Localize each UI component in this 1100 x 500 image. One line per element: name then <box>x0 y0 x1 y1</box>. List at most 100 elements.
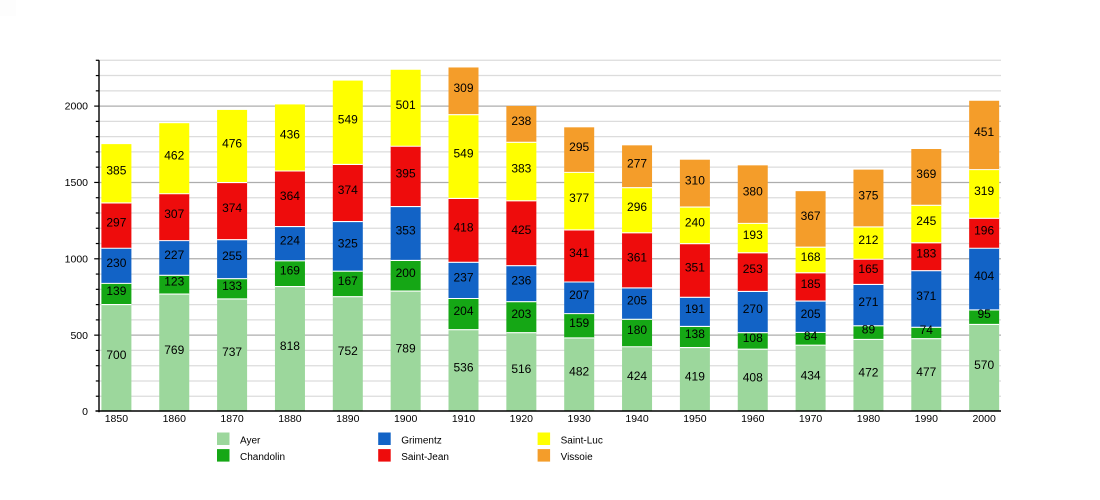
svg-text:1910: 1910 <box>452 413 476 425</box>
svg-text:1500: 1500 <box>65 177 89 189</box>
svg-text:341: 341 <box>569 246 589 260</box>
svg-text:434: 434 <box>801 368 821 382</box>
svg-text:0: 0 <box>82 406 88 418</box>
svg-text:418: 418 <box>453 220 473 234</box>
svg-text:462: 462 <box>164 148 184 162</box>
svg-text:319: 319 <box>974 184 994 198</box>
svg-text:245: 245 <box>916 214 936 228</box>
svg-text:818: 818 <box>280 339 300 353</box>
svg-text:424: 424 <box>627 369 647 383</box>
svg-text:271: 271 <box>858 295 878 309</box>
svg-text:240: 240 <box>685 215 705 229</box>
svg-text:Saint-Jean: Saint-Jean <box>401 452 449 463</box>
svg-text:159: 159 <box>569 316 589 330</box>
svg-text:383: 383 <box>511 162 531 176</box>
svg-text:789: 789 <box>396 341 416 355</box>
svg-text:549: 549 <box>338 113 358 127</box>
svg-text:737: 737 <box>222 345 242 359</box>
svg-text:203: 203 <box>511 307 531 321</box>
svg-text:Ayer: Ayer <box>240 435 261 446</box>
svg-text:84: 84 <box>804 329 818 343</box>
svg-text:364: 364 <box>280 189 300 203</box>
svg-text:297: 297 <box>106 216 126 230</box>
svg-text:408: 408 <box>743 370 763 384</box>
svg-text:500: 500 <box>70 330 88 342</box>
svg-text:296: 296 <box>627 200 647 214</box>
svg-text:207: 207 <box>569 288 589 302</box>
svg-text:1000: 1000 <box>65 253 89 265</box>
svg-text:185: 185 <box>801 277 821 291</box>
svg-text:425: 425 <box>511 223 531 237</box>
svg-text:477: 477 <box>916 365 936 379</box>
svg-text:752: 752 <box>338 344 358 358</box>
svg-text:472: 472 <box>858 365 878 379</box>
svg-text:204: 204 <box>453 304 473 318</box>
svg-text:700: 700 <box>106 348 126 362</box>
svg-text:193: 193 <box>743 228 763 242</box>
svg-text:374: 374 <box>338 183 358 197</box>
svg-text:230: 230 <box>106 256 126 270</box>
svg-text:183: 183 <box>916 247 936 261</box>
svg-text:377: 377 <box>569 191 589 205</box>
svg-text:1940: 1940 <box>625 413 649 425</box>
svg-text:309: 309 <box>453 81 473 95</box>
svg-text:516: 516 <box>511 362 531 376</box>
svg-text:167: 167 <box>338 274 358 288</box>
svg-text:205: 205 <box>627 294 647 308</box>
svg-text:351: 351 <box>685 260 705 274</box>
svg-text:1930: 1930 <box>568 413 592 425</box>
svg-text:2000: 2000 <box>65 101 89 113</box>
svg-text:395: 395 <box>396 166 416 180</box>
svg-text:1880: 1880 <box>278 413 302 425</box>
svg-text:1950: 1950 <box>683 413 707 425</box>
svg-text:253: 253 <box>743 262 763 276</box>
svg-text:237: 237 <box>453 270 473 284</box>
svg-text:Chandolin: Chandolin <box>240 452 285 463</box>
svg-text:270: 270 <box>743 302 763 316</box>
svg-text:255: 255 <box>222 249 242 263</box>
svg-text:325: 325 <box>338 236 358 250</box>
svg-text:1890: 1890 <box>336 413 360 425</box>
svg-text:Vissoie: Vissoie <box>561 452 593 463</box>
svg-text:1860: 1860 <box>163 413 187 425</box>
svg-text:74: 74 <box>920 323 934 337</box>
svg-text:476: 476 <box>222 136 242 150</box>
svg-text:361: 361 <box>627 250 647 264</box>
svg-text:482: 482 <box>569 365 589 379</box>
svg-text:367: 367 <box>801 209 821 223</box>
svg-text:371: 371 <box>916 289 936 303</box>
svg-text:353: 353 <box>396 224 416 238</box>
svg-text:138: 138 <box>685 327 705 341</box>
svg-text:436: 436 <box>280 128 300 142</box>
svg-text:169: 169 <box>280 264 300 278</box>
svg-text:385: 385 <box>106 164 126 178</box>
svg-text:133: 133 <box>222 279 242 293</box>
svg-text:191: 191 <box>685 302 705 316</box>
svg-text:570: 570 <box>974 358 994 372</box>
svg-text:1980: 1980 <box>857 413 881 425</box>
svg-text:212: 212 <box>858 233 878 247</box>
svg-text:375: 375 <box>858 188 878 202</box>
svg-text:89: 89 <box>862 323 876 337</box>
svg-text:1960: 1960 <box>741 413 765 425</box>
svg-text:419: 419 <box>685 370 705 384</box>
svg-text:451: 451 <box>974 125 994 139</box>
svg-text:95: 95 <box>977 307 991 321</box>
svg-text:1970: 1970 <box>799 413 823 425</box>
svg-text:224: 224 <box>280 234 300 248</box>
svg-text:1990: 1990 <box>915 413 939 425</box>
svg-text:180: 180 <box>627 323 647 337</box>
svg-text:404: 404 <box>974 269 994 283</box>
svg-text:1870: 1870 <box>220 413 244 425</box>
svg-text:2000: 2000 <box>972 413 996 425</box>
svg-text:501: 501 <box>396 98 416 112</box>
svg-text:205: 205 <box>801 307 821 321</box>
svg-text:310: 310 <box>685 173 705 187</box>
svg-text:Grimentz: Grimentz <box>401 435 442 446</box>
svg-text:295: 295 <box>569 140 589 154</box>
svg-text:196: 196 <box>974 223 994 237</box>
svg-text:374: 374 <box>222 201 242 215</box>
svg-text:168: 168 <box>801 250 821 264</box>
svg-text:307: 307 <box>164 207 184 221</box>
svg-text:165: 165 <box>858 262 878 276</box>
